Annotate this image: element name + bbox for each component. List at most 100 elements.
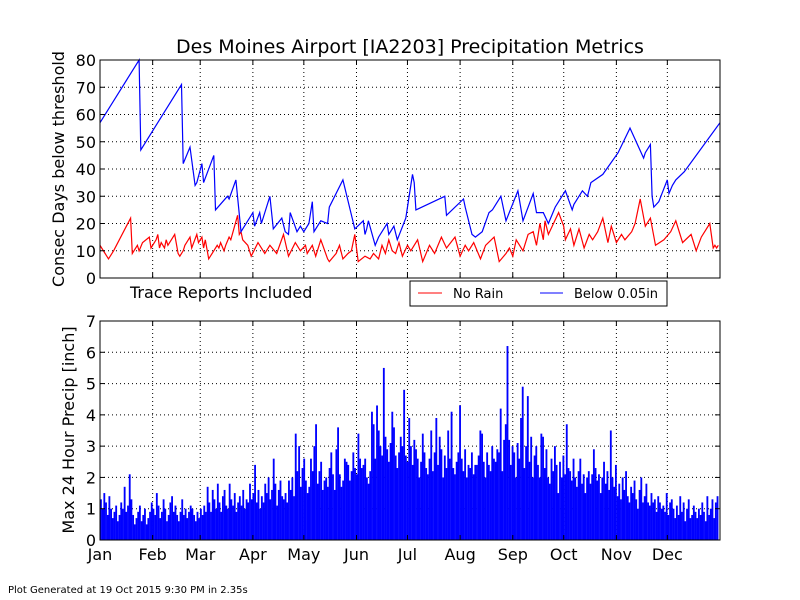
precip-bar — [205, 511, 207, 540]
precip-bar — [613, 486, 616, 540]
precip-bar — [189, 505, 192, 540]
precip-bar — [101, 508, 104, 540]
precip-bar — [582, 474, 585, 540]
top-y-tick-label: 50 — [76, 133, 96, 152]
precip-bar — [489, 471, 492, 540]
precip-bar — [174, 505, 177, 540]
precip-bar — [604, 483, 607, 540]
precip-bar — [167, 514, 170, 540]
precip-bar — [179, 511, 182, 540]
bottom-y-axis-label: Max 24 Hour Precip [inch] — [59, 326, 78, 533]
precip-bar — [465, 477, 468, 540]
precip-bar — [177, 521, 180, 540]
precip-bar — [425, 468, 428, 540]
top-y-tick-label: 60 — [76, 106, 96, 125]
precip-bar — [457, 452, 460, 540]
precip-bar — [535, 446, 538, 540]
precip-bar — [242, 489, 245, 540]
precip-bar — [709, 508, 712, 540]
precip-bar — [484, 477, 487, 540]
precip-bar — [376, 405, 378, 540]
precip-bar — [438, 436, 441, 540]
precip-bar — [479, 430, 482, 540]
bottom-y-tick-label: 5 — [86, 375, 96, 394]
precip-bar — [674, 518, 677, 540]
precip-bar — [391, 411, 394, 540]
precip-bar — [650, 493, 653, 540]
precip-bar — [547, 477, 550, 540]
precip-bar — [628, 502, 631, 540]
precip-bar — [552, 471, 555, 540]
precip-bar — [706, 496, 709, 540]
precip-bar — [472, 474, 475, 540]
precip-bar — [470, 452, 473, 540]
precip-bar — [166, 521, 168, 540]
precip-bar — [218, 502, 221, 540]
precip-bar — [257, 489, 260, 540]
generation-footer: Plot Generated at 19 Oct 2015 9:30 PM in… — [8, 585, 248, 596]
bottom-bars-group — [100, 346, 719, 540]
precip-bar — [286, 502, 289, 540]
precip-bar — [564, 474, 566, 540]
precip-bar — [159, 518, 162, 540]
precip-bar — [194, 521, 197, 540]
precip-bar — [421, 433, 424, 540]
precip-bar — [420, 461, 422, 540]
precip-bar — [367, 483, 370, 540]
precip-bar — [384, 436, 387, 540]
precip-bar — [574, 477, 577, 540]
precip-bar — [460, 458, 463, 540]
precip-bar — [581, 483, 583, 540]
precip-bar — [140, 521, 143, 540]
precip-bar — [122, 508, 124, 540]
precip-bar — [198, 518, 201, 540]
precip-bar — [369, 471, 372, 540]
precip-bar — [396, 468, 399, 540]
precip-bar — [245, 499, 248, 540]
precip-bar — [298, 446, 301, 540]
precip-bar — [620, 499, 622, 540]
precip-bar — [293, 496, 295, 540]
precip-bar — [188, 511, 190, 540]
precip-bar — [301, 468, 304, 540]
precip-bar — [291, 477, 294, 540]
precip-bar — [233, 493, 236, 540]
precip-bar — [577, 471, 580, 540]
precip-bar — [320, 461, 323, 540]
precip-bar — [659, 502, 661, 540]
precip-bar — [523, 468, 526, 540]
precip-bar — [387, 461, 390, 540]
precip-bar — [142, 514, 145, 540]
precip-bar — [559, 461, 561, 540]
precip-bar — [271, 489, 273, 540]
precip-bar — [440, 449, 443, 540]
precip-bar — [118, 514, 121, 540]
precip-bar — [155, 493, 158, 540]
month-tick-label: Mar — [185, 545, 216, 564]
precip-bar — [211, 489, 214, 540]
precip-bar — [108, 496, 111, 540]
month-tick-label: Oct — [550, 545, 578, 564]
precip-bar — [474, 464, 477, 540]
legend-no-rain-label: No Rain — [453, 287, 503, 302]
precip-bar — [713, 518, 716, 540]
precip-bar — [404, 455, 407, 540]
bottom-y-tick-label: 1 — [86, 500, 96, 519]
month-tick-label: Jan — [87, 545, 113, 564]
precip-bar — [110, 508, 112, 540]
precip-bar — [516, 443, 519, 540]
legend-box — [409, 280, 668, 307]
trace-reports-note: Trace Reports Included — [129, 283, 312, 302]
top-y-tick-label: 70 — [76, 78, 96, 97]
top-y-tick-label: 20 — [76, 215, 96, 234]
precip-bar — [606, 471, 609, 540]
month-tick-label: Jul — [397, 545, 417, 564]
month-tick-label: Feb — [138, 545, 166, 564]
precip-bar — [640, 477, 643, 540]
top-x-ticks — [99, 60, 668, 278]
precip-bar — [335, 449, 338, 540]
precip-bar — [509, 464, 512, 540]
precip-bar — [399, 436, 402, 540]
precip-bar — [386, 449, 389, 540]
